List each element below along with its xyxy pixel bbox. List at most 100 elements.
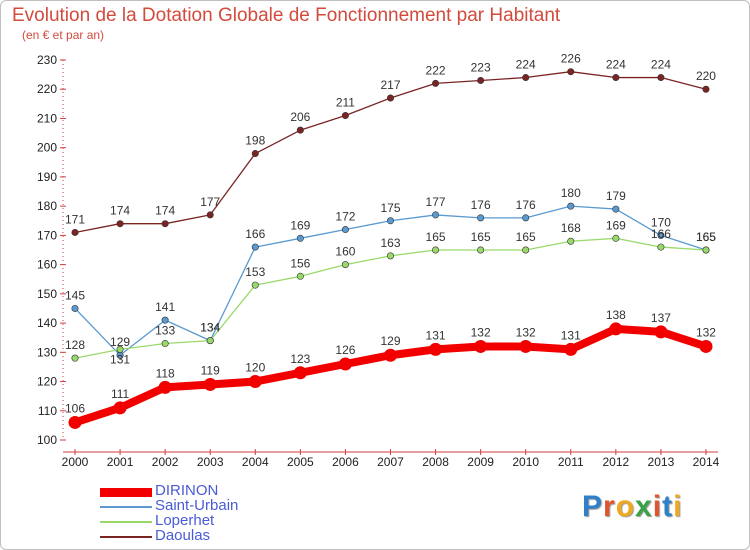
data-point	[161, 340, 169, 348]
data-label: 175	[380, 201, 400, 215]
logo-letter: r	[603, 490, 616, 523]
legend-label: Saint-Urbain	[155, 497, 239, 514]
data-label: 118	[156, 366, 175, 380]
data-point	[432, 79, 440, 87]
data-label: 131	[110, 352, 130, 366]
data-label: 172	[335, 210, 355, 224]
data-point	[609, 322, 623, 336]
data-label: 170	[651, 215, 671, 229]
data-label: 177	[426, 195, 446, 209]
data-point	[341, 112, 349, 120]
data-point	[71, 304, 79, 312]
data-label: 132	[471, 325, 491, 339]
data-point	[383, 348, 397, 362]
x-tick-label: 2010	[512, 455, 539, 469]
data-label: 223	[471, 60, 491, 74]
data-point	[522, 246, 530, 254]
y-tick-label: 140	[37, 316, 57, 330]
logo-letter: o	[615, 490, 636, 523]
y-tick-label: 200	[37, 141, 57, 155]
y-tick-label: 100	[37, 433, 57, 447]
logo-letter: t	[662, 490, 674, 523]
data-point	[654, 325, 668, 339]
data-label: 169	[606, 218, 626, 232]
data-label: 123	[290, 352, 310, 366]
data-point	[429, 342, 443, 356]
data-point	[612, 234, 620, 242]
data-label: 119	[201, 363, 220, 377]
data-label: 174	[110, 204, 130, 218]
data-label: 211	[336, 96, 355, 110]
x-tick-label: 2002	[152, 455, 179, 469]
logo-letter: i	[652, 490, 663, 523]
x-tick-label: 2004	[242, 455, 269, 469]
data-point	[341, 261, 349, 269]
data-label: 106	[65, 401, 85, 415]
legend-label: DIRINON	[155, 482, 219, 499]
data-label: 111	[111, 387, 130, 401]
x-tick-label: 2007	[377, 455, 404, 469]
y-tick-label: 220	[37, 82, 57, 96]
data-label: 165	[426, 230, 446, 244]
axes: 100 110 120 130 140 150 160 170 180 190 200 210 220 2…	[37, 53, 720, 469]
data-label: 138	[606, 308, 626, 322]
data-point	[296, 272, 304, 280]
data-point	[386, 252, 394, 260]
data-label: 141	[155, 300, 175, 314]
data-label: 206	[290, 110, 310, 124]
proxiti-logo: Proxiti	[582, 490, 682, 524]
legend-swatch	[100, 506, 152, 508]
data-label: 131	[561, 328, 581, 342]
data-point	[477, 214, 485, 222]
data-point	[206, 211, 214, 219]
data-point	[612, 74, 620, 82]
data-point	[161, 220, 169, 228]
y-tick-label: 210	[37, 111, 57, 125]
data-point	[251, 243, 259, 251]
data-label: 145	[65, 288, 85, 302]
data-label: 137	[651, 311, 671, 325]
series-layer	[68, 68, 713, 429]
data-label: 176	[471, 198, 491, 212]
data-point	[567, 202, 575, 210]
data-point	[522, 214, 530, 222]
data-label: 224	[516, 58, 536, 72]
y-tick-label: 150	[37, 287, 57, 301]
data-label: 128	[65, 338, 85, 352]
data-point	[567, 237, 575, 245]
data-point	[251, 281, 259, 289]
data-label: 129	[380, 334, 400, 348]
data-label: 222	[426, 63, 446, 77]
data-point	[519, 339, 533, 353]
x-tick-label: 2011	[558, 455, 584, 469]
data-label: 180	[561, 186, 581, 200]
y-tick-label: 130	[37, 345, 57, 359]
y-tick-label: 190	[37, 170, 57, 184]
data-label: 171	[65, 212, 85, 226]
x-tick-label: 2012	[602, 455, 629, 469]
data-point	[657, 243, 665, 251]
data-label: 165	[696, 230, 716, 244]
legend-label: Loperhet	[155, 512, 215, 529]
data-label: 131	[426, 328, 446, 342]
data-label: 134	[200, 321, 220, 335]
data-point	[116, 220, 124, 228]
data-label: 165	[516, 230, 536, 244]
data-label: 177	[200, 195, 220, 209]
x-tick-label: 2014	[693, 455, 720, 469]
data-label: 224	[651, 58, 671, 72]
data-label: 174	[155, 204, 175, 218]
data-point	[248, 375, 262, 389]
y-tick-label: 180	[37, 199, 57, 213]
logo-letter: x	[635, 490, 653, 523]
data-label: 226	[561, 52, 581, 66]
data-label: 220	[696, 69, 716, 83]
data-point	[293, 366, 307, 380]
data-label: 166	[245, 227, 265, 241]
data-point	[296, 234, 304, 242]
data-point	[68, 415, 82, 429]
legend-swatch	[100, 488, 152, 497]
data-label: 165	[696, 230, 716, 244]
data-labels: 171 174 174 177 198 206 211 217 222 223 224 226 224 2…	[65, 52, 716, 416]
